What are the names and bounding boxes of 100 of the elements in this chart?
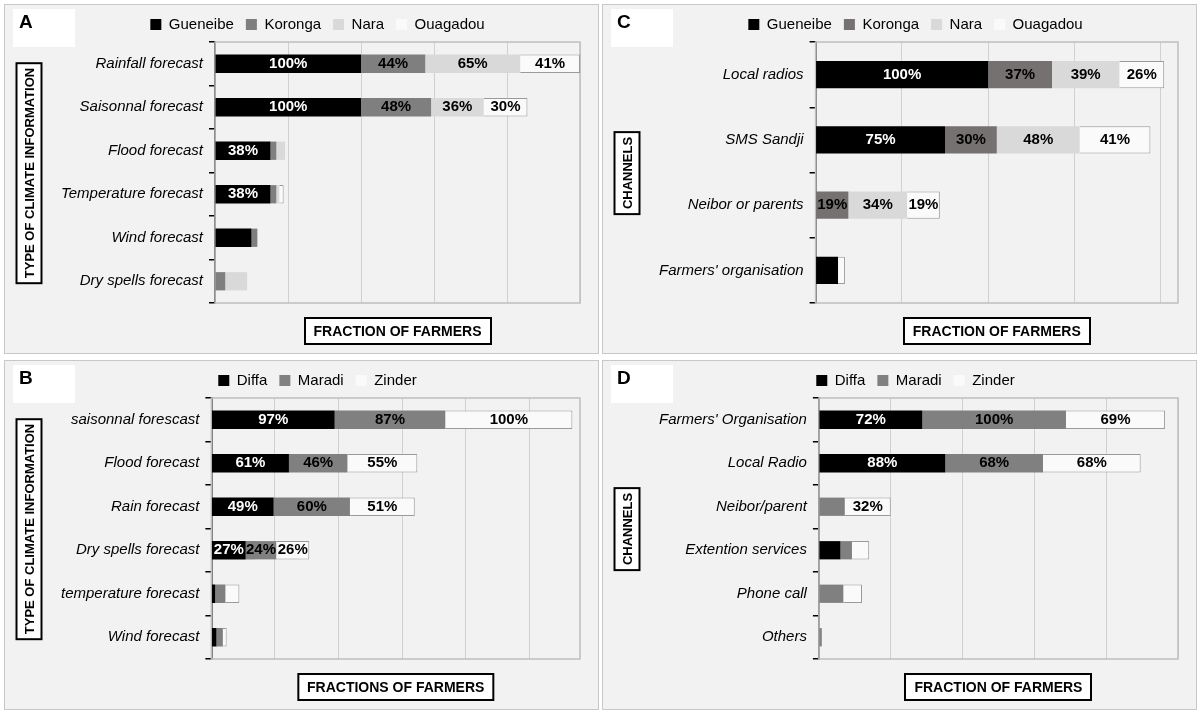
y-tick-label: Dry spells forecast [76, 540, 201, 558]
y-tick-label: Farmers' organisation [658, 260, 804, 278]
bar [215, 584, 226, 603]
y-tick-label: Neibor or parents [687, 195, 805, 213]
legend-label: Diffa [834, 370, 867, 388]
legend-label: Ouagadou [414, 14, 485, 32]
bar [819, 628, 822, 647]
data-label: 61% [235, 453, 266, 471]
y-axis-title: CHANNELS [613, 130, 641, 215]
x-axis-title: FRACTIONS OF FARMERS [297, 673, 495, 701]
bar [225, 272, 248, 291]
data-label: 36% [442, 97, 473, 115]
data-label: 41% [1099, 130, 1131, 148]
data-label: 41% [535, 53, 566, 71]
data-label: 19% [908, 195, 939, 213]
data-label: 46% [303, 453, 334, 471]
data-label: 97% [258, 409, 289, 427]
data-label: 48% [381, 97, 412, 115]
data-label: 30% [490, 97, 521, 115]
y-axis-title: TYPE OF CLIMATE INFORMATION [15, 417, 43, 640]
data-label: 24% [245, 540, 276, 558]
y-tick-label: Extention services [685, 540, 808, 558]
legend-label: Diffa [236, 370, 269, 388]
y-axis-title: TYPE OF CLIMATE INFORMATION [15, 61, 43, 284]
data-label: 49% [227, 496, 258, 514]
legend-label: Nara [949, 14, 983, 32]
data-label: 44% [378, 53, 409, 71]
y-tick-label: Local Radio [727, 453, 807, 471]
legend-label: Gueneibe [766, 14, 832, 32]
legend-label: Ouagadou [1012, 14, 1083, 32]
legend-label: Zinder [374, 370, 417, 388]
bar [819, 541, 841, 560]
y-tick-label: Local radios [722, 64, 805, 82]
y-tick-label: Neibor/parent [716, 496, 808, 514]
data-label: 38% [227, 140, 259, 158]
y-tick-label: Flood forecast [104, 453, 201, 471]
y-tick-label: Dry spells forecast [79, 271, 204, 289]
data-label: 100% [489, 409, 529, 427]
bar [276, 141, 286, 160]
legend-label: Nara [351, 14, 385, 32]
y-axis-title: CHANNELS [613, 486, 641, 571]
y-tick-label: saisonnal forescast [70, 409, 201, 427]
legend-label: Gueneibe [168, 14, 234, 32]
y-tick-label: Saisonnal forecast [79, 97, 204, 115]
bar [270, 141, 277, 160]
data-label: 60% [296, 496, 327, 514]
data-label: 72% [855, 409, 886, 427]
bar [215, 272, 226, 291]
bar [215, 228, 252, 247]
data-label: 27% [213, 540, 244, 558]
legend-label: Maradi [297, 370, 344, 388]
data-label: 68% [1076, 453, 1107, 471]
x-axis-title: FRACTION OF FARMERS [902, 317, 1091, 345]
data-label: 34% [862, 195, 893, 213]
text: B [13, 365, 75, 403]
data-label: 100% [269, 53, 308, 71]
data-label: 100% [269, 97, 308, 115]
bar [216, 628, 223, 647]
data-label: 37% [1005, 64, 1036, 82]
y-tick-label: SMS Sandji [725, 130, 805, 148]
y-tick-label: Wind forecast [107, 627, 201, 645]
data-label: 38% [227, 184, 259, 202]
data-label: 32% [852, 496, 883, 514]
data-label: 26% [1126, 64, 1157, 82]
data-label: 69% [1100, 409, 1131, 427]
y-tick-label: temperature forecast [60, 583, 201, 601]
data-label: 26% [277, 540, 308, 558]
text: C [611, 9, 673, 47]
bar [270, 185, 277, 204]
data-label: 100% [882, 64, 922, 82]
x-axis-title: FRACTION OF FARMERS [303, 317, 492, 345]
y-tick-label: Wind forecast [111, 227, 204, 245]
data-label: 65% [457, 53, 488, 71]
data-label: 100% [974, 409, 1014, 427]
data-label: 51% [367, 496, 398, 514]
data-label: 55% [367, 453, 398, 471]
bar [819, 497, 845, 516]
data-label: 88% [867, 453, 898, 471]
data-label: 39% [1070, 64, 1101, 82]
text: A [13, 9, 75, 47]
legend-label: Maradi [895, 370, 942, 388]
bar [840, 541, 852, 560]
legend-label: Koronga [264, 14, 322, 32]
data-label: 30% [955, 130, 986, 148]
y-tick-label: Rain forecast [111, 496, 201, 514]
text: D [611, 365, 673, 403]
y-tick-label: Flood forecast [107, 140, 204, 158]
data-label: 87% [374, 409, 405, 427]
x-axis-title: FRACTION OF FARMERS [904, 673, 1093, 701]
data-label: 68% [979, 453, 1010, 471]
y-tick-label: Others [761, 627, 808, 645]
legend-label: Zinder [972, 370, 1015, 388]
bar [819, 584, 844, 603]
legend-label: Koronga [862, 14, 920, 32]
y-tick-label: Phone call [736, 583, 808, 601]
y-tick-label: Temperature forecast [60, 184, 204, 202]
data-label: 48% [1023, 130, 1054, 148]
data-label: 19% [817, 195, 848, 213]
data-label: 75% [865, 130, 896, 148]
y-tick-label: Farmers' Organisation [658, 409, 807, 427]
